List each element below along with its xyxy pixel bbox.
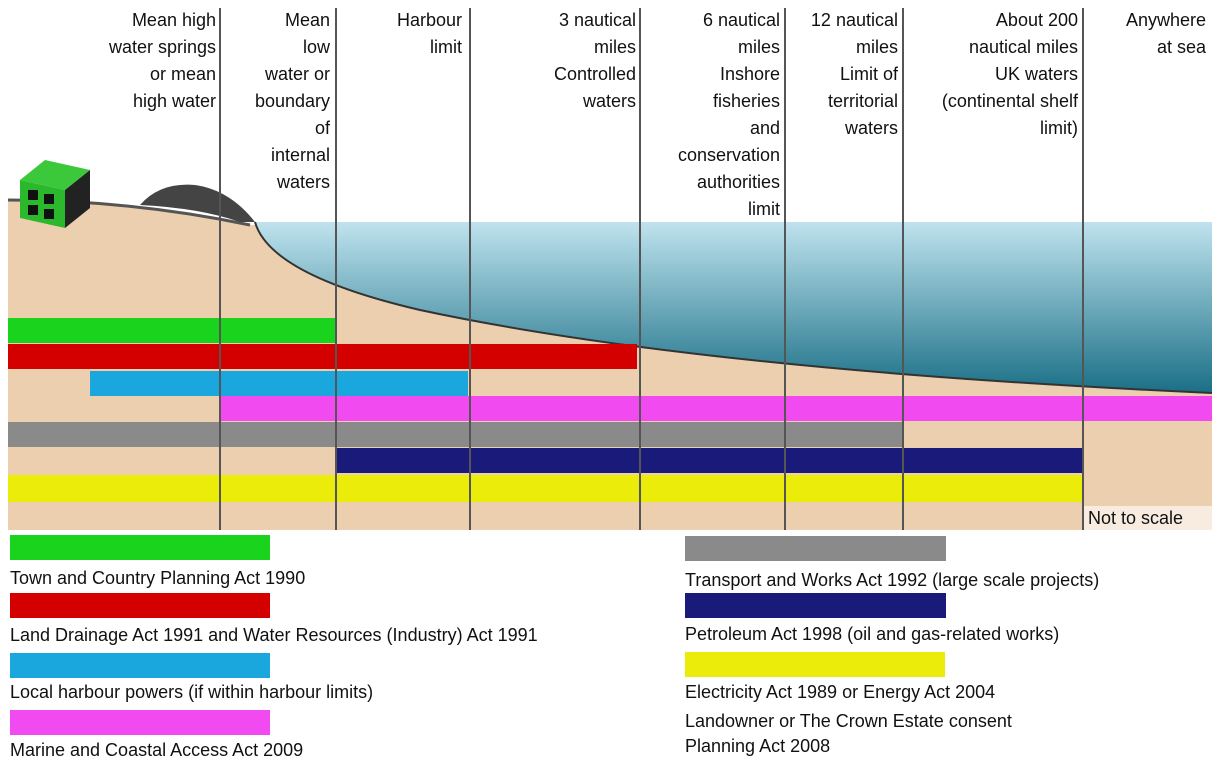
bar-land-drainage (8, 344, 637, 369)
legend-swatch (10, 535, 270, 560)
zone-label: nautical miles (969, 37, 1078, 57)
zone-label: (continental shelf (942, 91, 1079, 111)
legend-label: Transport and Works Act 1992 (large scal… (685, 570, 1099, 590)
zone-label: at sea (1157, 37, 1207, 57)
legend-label: Town and Country Planning Act 1990 (10, 568, 305, 588)
zone-label: water springs (108, 37, 216, 57)
zone-label: 3 nautical (559, 10, 636, 30)
zone-label: internal (271, 145, 330, 165)
zone-label: water or (264, 64, 330, 84)
zone-label: Anywhere (1126, 10, 1206, 30)
zone-label: high water (133, 91, 216, 111)
zone-label: waters (582, 91, 636, 111)
bar-town-planning (8, 318, 336, 343)
zone-label: miles (738, 37, 780, 57)
legend-label: Land Drainage Act 1991 and Water Resourc… (10, 625, 538, 645)
diagram: Mean high water springs or mean high water M… (0, 0, 1212, 760)
zone-label: authorities (697, 172, 780, 192)
legend-label: Local harbour powers (if within harbour … (10, 682, 373, 702)
zone-label: waters (276, 172, 330, 192)
legend-swatch (685, 652, 945, 677)
zone-label: limit (430, 37, 462, 57)
legend-label: Landowner or The Crown Estate consent (685, 711, 1012, 731)
zone-label: Limit of (840, 64, 899, 84)
zone-label: miles (594, 37, 636, 57)
legend-swatch (10, 710, 270, 735)
note: Not to scale (1088, 508, 1183, 528)
zone-label: Controlled (554, 64, 636, 84)
zone-label: or mean (150, 64, 216, 84)
zone-label: 6 nautical (703, 10, 780, 30)
bar-marine (220, 396, 1212, 421)
legend-swatch (685, 593, 946, 618)
legend-swatch (10, 653, 270, 678)
legend-swatch (685, 536, 946, 561)
bar-transport (8, 422, 903, 447)
zone-label: 12 nautical (811, 10, 898, 30)
zone-label: About 200 (996, 10, 1078, 30)
legend-swatch (10, 593, 270, 618)
zone-label: UK waters (995, 64, 1078, 84)
zone-label: of (315, 118, 331, 138)
legend-label: Electricity Act 1989 or Energy Act 2004 (685, 682, 995, 702)
zone-label: limit (748, 199, 780, 219)
zone-label: Inshore (720, 64, 780, 84)
legend-label: Marine and Coastal Access Act 2009 (10, 740, 303, 760)
zone-label: territorial (828, 91, 898, 111)
zone-label: limit) (1040, 118, 1078, 138)
zone-label: and (750, 118, 780, 138)
zone-label: Mean high (132, 10, 216, 30)
bar-petroleum (336, 448, 1083, 473)
bar-harbour (90, 371, 468, 396)
zone-label: conservation (678, 145, 780, 165)
legend-label: Petroleum Act 1998 (oil and gas-related … (685, 624, 1059, 644)
zone-label: waters (844, 118, 898, 138)
legend-label: Planning Act 2008 (685, 736, 830, 756)
legend: Town and Country Planning Act 1990 Land … (10, 535, 1099, 760)
zone-label: Harbour (397, 10, 462, 30)
zone-label: fisheries (713, 91, 780, 111)
zone-labels: Mean high water springs or mean high water M… (108, 10, 1207, 219)
zone-label: boundary (255, 91, 330, 111)
zone-label: Mean (285, 10, 330, 30)
zone-label: miles (856, 37, 898, 57)
zone-label: low (303, 37, 331, 57)
bar-electricity (8, 475, 1083, 502)
